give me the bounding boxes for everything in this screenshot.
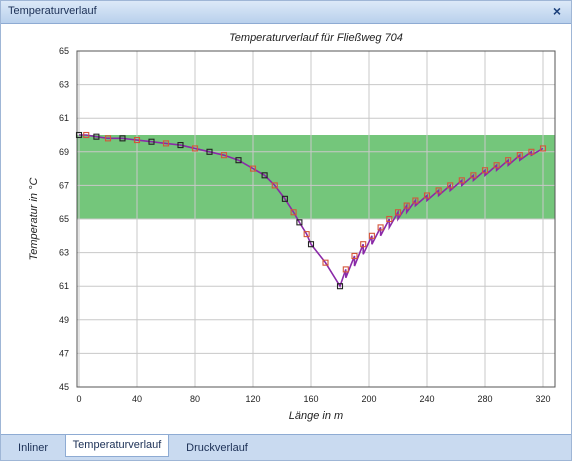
data-point xyxy=(281,195,288,202)
x-tick-label: 200 xyxy=(361,394,376,404)
data-point xyxy=(539,145,547,152)
data-point xyxy=(458,177,465,184)
data-point xyxy=(481,167,489,174)
data-point xyxy=(493,162,500,169)
chart-area: Temperaturverlauf für Fließweg 704 0 40 80 1… xyxy=(15,25,561,433)
data-point xyxy=(177,142,184,149)
data-point xyxy=(261,172,268,179)
data-point xyxy=(290,209,297,216)
data-point xyxy=(423,192,431,199)
data-point xyxy=(412,197,419,204)
data-point xyxy=(296,219,303,226)
data-point xyxy=(336,283,344,290)
data-point xyxy=(505,157,512,164)
y-tick-label: 69 xyxy=(59,147,69,157)
data-point xyxy=(322,259,329,266)
data-point xyxy=(386,215,393,223)
tolerance-band xyxy=(77,135,555,219)
y-axis-label: Temperatur in °C xyxy=(28,178,40,261)
data-point xyxy=(191,145,199,152)
y-tick-label: 65 xyxy=(59,46,69,56)
data-point xyxy=(307,241,315,248)
y-tick-label: 67 xyxy=(59,180,69,190)
data-point xyxy=(133,136,141,144)
tab-druckverlauf[interactable]: Druckverlauf xyxy=(186,442,248,454)
bottom-tab-bar: Inliner Temperaturverlauf Druckverlauf xyxy=(1,434,571,460)
y-tick-label: 63 xyxy=(59,80,69,90)
y-tick-label: 49 xyxy=(59,315,69,325)
data-point xyxy=(447,182,454,189)
data-point xyxy=(235,157,242,164)
data-point xyxy=(249,165,257,172)
y-tick-label: 45 xyxy=(59,382,69,392)
data-point xyxy=(148,138,155,145)
window-title: Temperaturverlauf xyxy=(8,5,97,17)
data-point xyxy=(104,135,112,142)
x-tick-label: 0 xyxy=(76,394,81,404)
window-titlebar: Temperaturverlauf × xyxy=(1,1,571,24)
data-point xyxy=(271,182,278,189)
x-tick-label: 80 xyxy=(190,394,200,404)
data-point xyxy=(206,148,213,155)
x-tick-label: 280 xyxy=(477,394,492,404)
x-tick-label: 160 xyxy=(303,394,318,404)
x-axis-label: Länge in m xyxy=(289,410,343,422)
data-point xyxy=(394,209,402,216)
tab-temperaturverlauf[interactable]: Temperaturverlauf xyxy=(65,435,169,457)
data-point xyxy=(528,148,535,155)
y-tick-label: 47 xyxy=(59,348,69,358)
data-point xyxy=(119,135,126,142)
data-point xyxy=(303,231,310,238)
x-tick-label: 320 xyxy=(535,394,550,404)
tab-inliner[interactable]: Inliner xyxy=(18,442,48,454)
x-tick-label: 240 xyxy=(419,394,434,404)
data-point xyxy=(342,266,349,273)
data-point xyxy=(75,131,83,139)
data-point xyxy=(516,152,523,159)
data-point xyxy=(368,232,375,239)
y-tick-label: 65 xyxy=(59,214,69,224)
x-tick-label: 120 xyxy=(245,394,260,404)
plot-frame xyxy=(76,50,556,388)
data-point xyxy=(83,131,90,139)
y-tick-label: 63 xyxy=(59,248,69,258)
data-point xyxy=(403,202,410,209)
data-point xyxy=(351,252,358,260)
y-tick-label: 61 xyxy=(59,281,69,291)
data-point xyxy=(360,241,367,248)
data-point xyxy=(220,152,228,159)
data-point xyxy=(93,133,100,140)
close-icon[interactable]: × xyxy=(552,3,562,19)
y-tick-label: 61 xyxy=(59,113,69,123)
data-point xyxy=(435,187,442,194)
temperature-chart: Temperaturverlauf für Fließweg 704 0 40 80 1… xyxy=(28,32,556,422)
data-point xyxy=(377,224,384,231)
data-point xyxy=(162,140,170,147)
x-tick-label: 40 xyxy=(132,394,142,404)
data-point xyxy=(470,172,477,179)
chart-title: Temperaturverlauf für Fließweg 704 xyxy=(229,32,403,44)
